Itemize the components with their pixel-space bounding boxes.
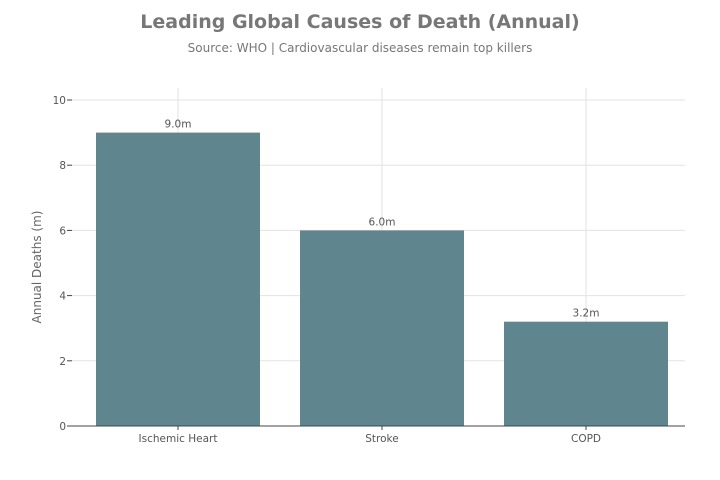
y-tick-label: 6 [59, 225, 66, 237]
data-label: 6.0m [369, 216, 396, 228]
y-tick-label: 10 [53, 95, 66, 107]
x-tick-label: Ischemic Heart [139, 433, 218, 445]
bar-ischemic-heart [96, 132, 260, 426]
chart-title: Leading Global Causes of Death (Annual) [140, 11, 580, 33]
bar-stroke [300, 230, 464, 426]
y-tick-label: 2 [59, 356, 66, 368]
x-tick-label: COPD [571, 433, 601, 445]
y-tick-label: 8 [59, 160, 66, 172]
y-axis-title: Annual Deaths (m) [30, 211, 44, 324]
data-label: 3.2m [573, 308, 600, 320]
x-tick-label: Stroke [365, 433, 398, 445]
bar-copd [504, 321, 668, 426]
y-tick-label: 0 [59, 421, 66, 433]
chart-subtitle: Source: WHO | Cardiovascular diseases re… [187, 41, 533, 55]
data-label: 9.0m [165, 119, 192, 131]
y-tick-label: 4 [59, 291, 66, 303]
